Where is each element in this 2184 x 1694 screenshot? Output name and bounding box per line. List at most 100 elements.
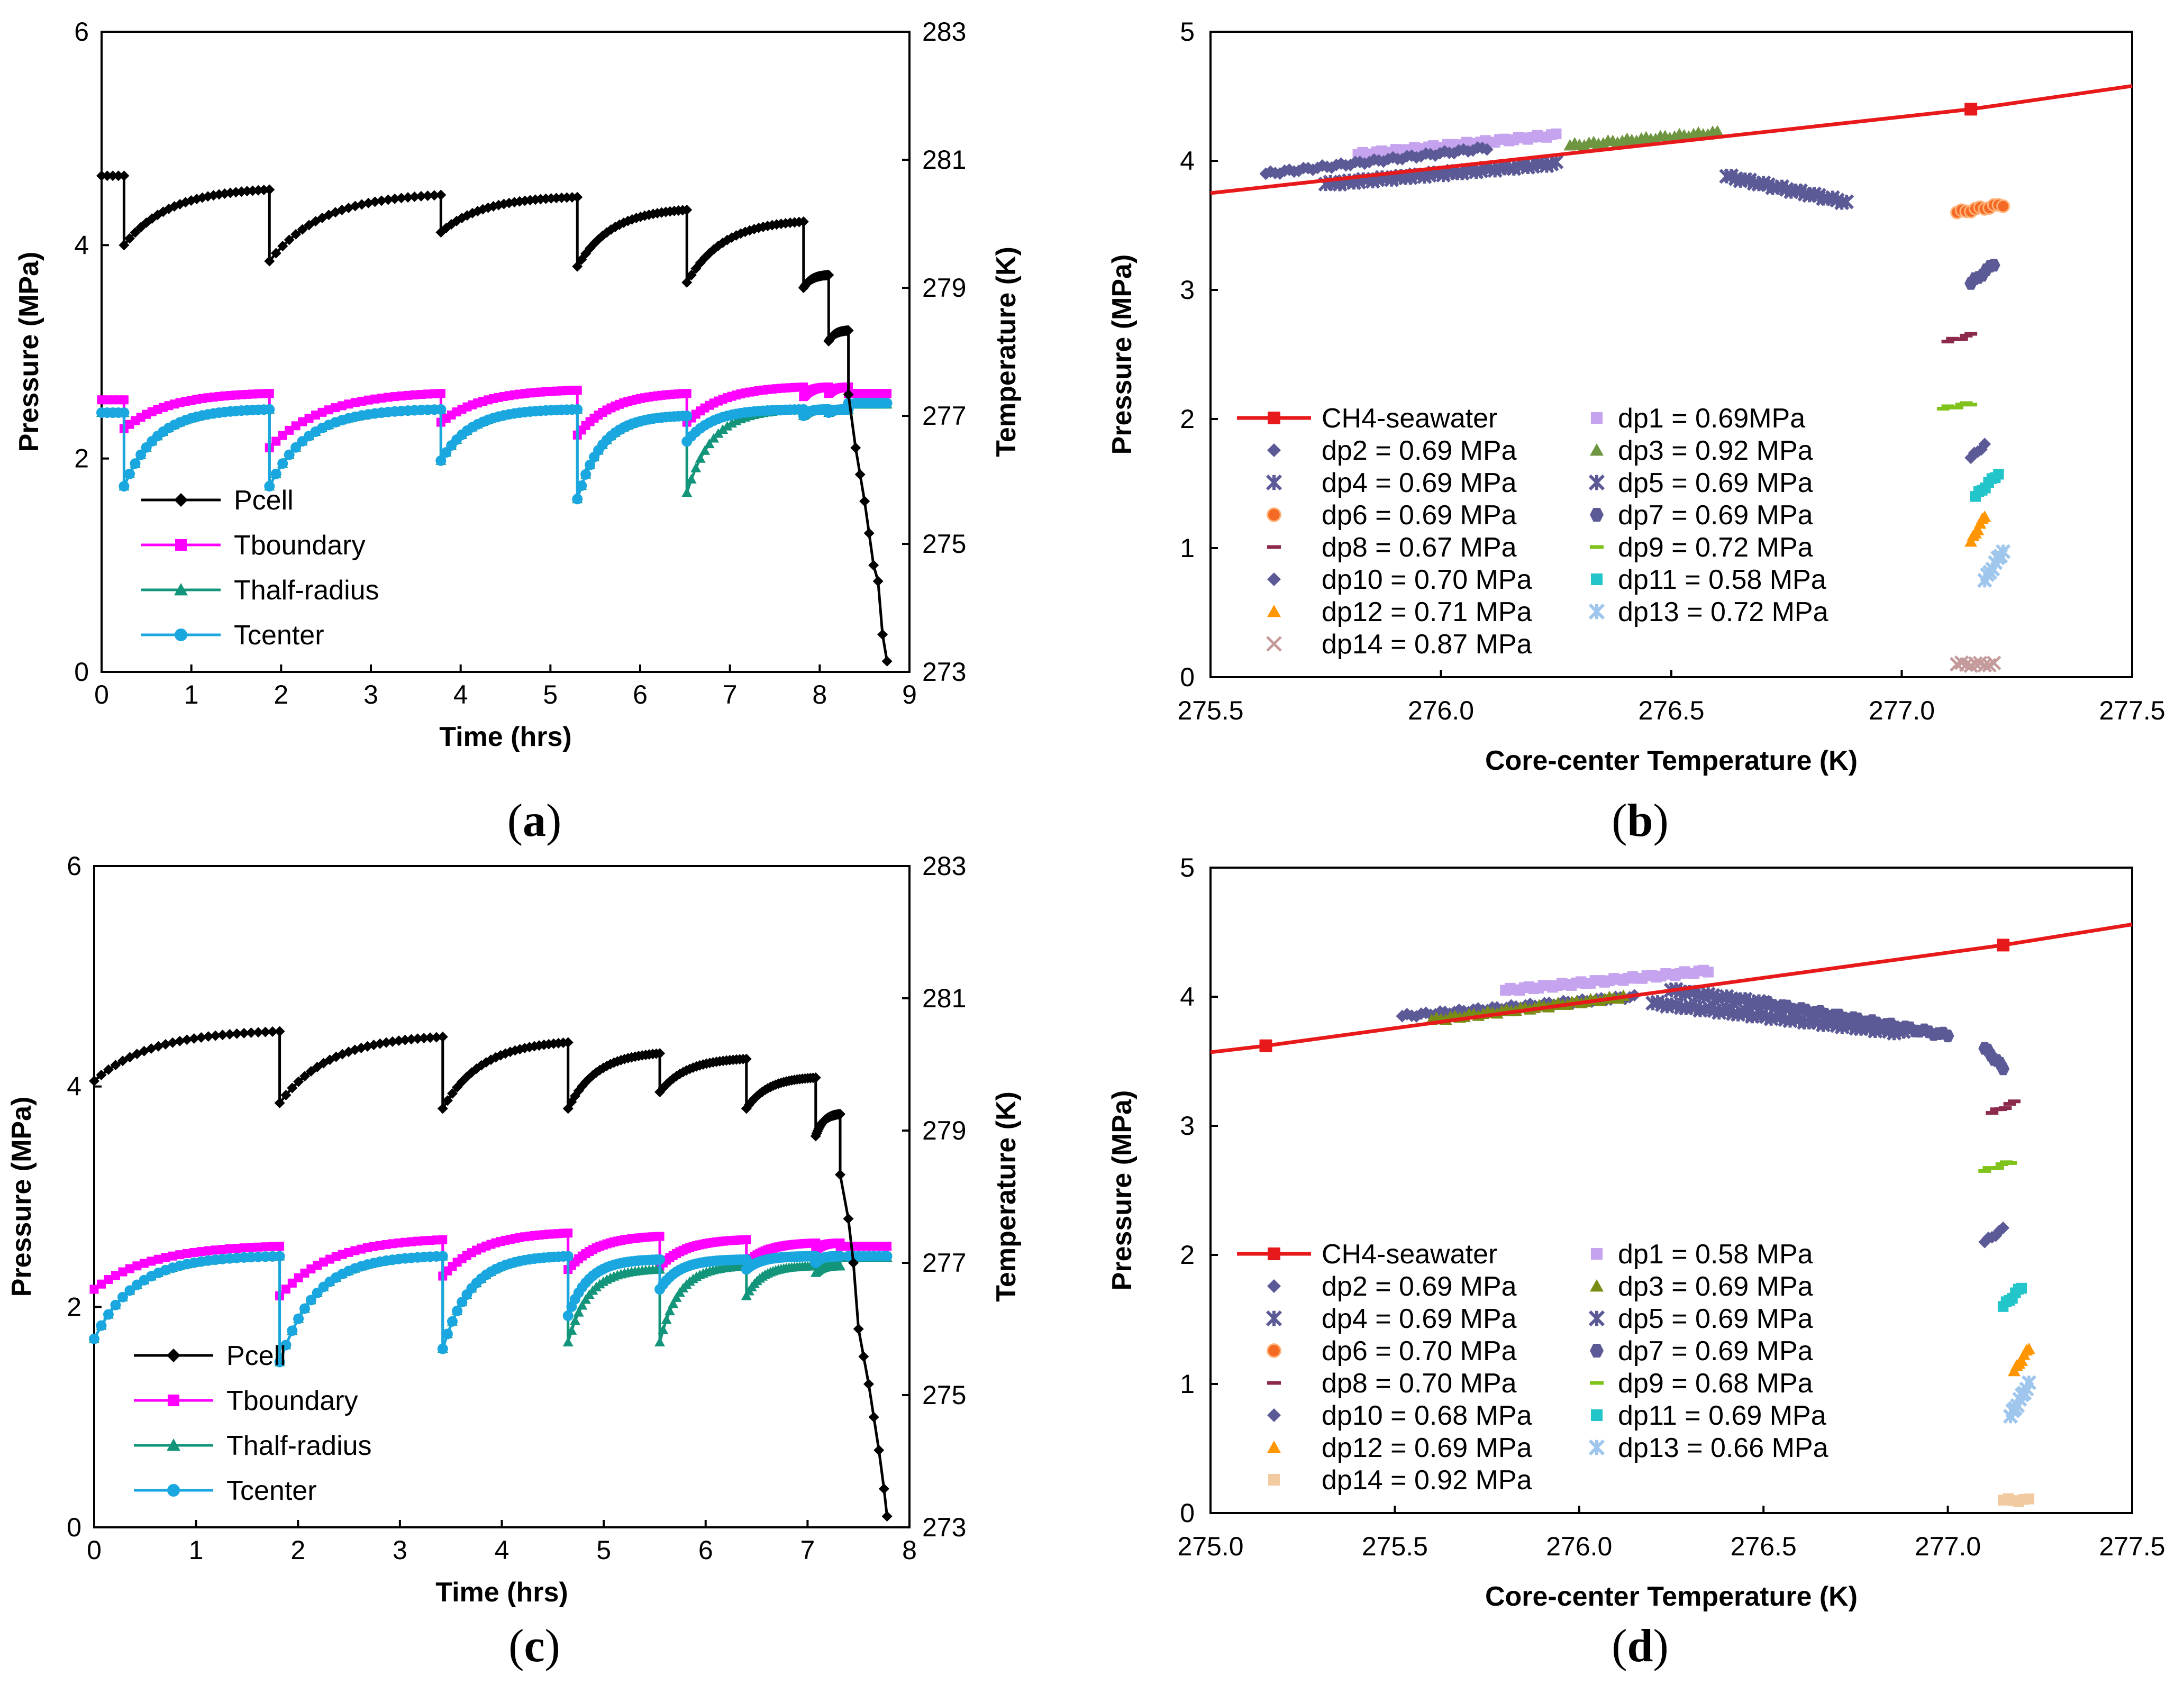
point-pcell	[843, 1213, 854, 1224]
point-thalf-radius	[654, 1337, 666, 1346]
point-pcell	[835, 1169, 846, 1180]
x-tick-label: 9	[902, 680, 917, 709]
point-tcenter	[89, 1333, 99, 1344]
series-dp7	[1964, 259, 2000, 290]
point-pcell	[119, 170, 130, 181]
point-tboundary	[182, 1249, 192, 1258]
point-pcell	[290, 229, 302, 240]
x-tick-label: 8	[812, 680, 827, 709]
point-tcenter	[299, 1303, 310, 1314]
point-tcenter	[119, 407, 130, 418]
point-pcell	[868, 560, 879, 571]
point-pcell	[270, 248, 281, 259]
point-tboundary	[196, 1247, 206, 1256]
series-pcell	[96, 170, 893, 667]
legend-label: dp2 = 0.69 MPa	[1322, 435, 1517, 466]
legend-marker	[1267, 1343, 1281, 1358]
point-thalf-radius	[661, 1314, 672, 1324]
y2-axis-title: Temperature (K)	[991, 247, 1022, 457]
point-tboundary	[147, 1256, 156, 1266]
point-dp11	[1993, 469, 2004, 480]
point-pcell	[654, 1048, 666, 1059]
legend-label: Thalf-radius	[234, 575, 379, 606]
legend-marker	[1588, 603, 1605, 620]
point-tboundary	[96, 1279, 106, 1289]
legend-marker	[1266, 1310, 1282, 1327]
point-pcell	[369, 196, 380, 207]
point-tcenter	[124, 1285, 135, 1296]
point-pcell	[167, 1037, 178, 1048]
point-pcell	[877, 629, 888, 640]
legend-label: dp7 = 0.69 MPa	[1618, 1336, 1813, 1367]
legend-label: dp3 = 0.69 MPa	[1618, 1271, 1813, 1302]
legend-marker	[1590, 1381, 1604, 1385]
point-pcell	[124, 233, 135, 244]
y-tick-label: 1	[1180, 533, 1195, 563]
panel-d: 275.0 275.5 276.0 276.5 277.0 277.5 0 1 2 3 4 5 Core…	[1107, 853, 2165, 1612]
point-dp8	[1941, 340, 1954, 344]
point-pcell	[843, 325, 854, 336]
point-tboundary	[436, 389, 445, 398]
point-dp4	[1549, 154, 1564, 170]
point-pcell	[572, 261, 583, 272]
y-tick-label: 4	[1180, 146, 1195, 176]
point-thalf-radius	[668, 1298, 679, 1308]
series-dp14	[1997, 1493, 2035, 1507]
point-pcell	[681, 204, 693, 215]
plot-frame	[101, 31, 911, 673]
point-thalf-radius	[671, 1292, 682, 1302]
legend-marker	[174, 583, 188, 596]
point-pcell	[429, 190, 440, 201]
point-pcell	[280, 1089, 292, 1100]
plot-frame	[93, 865, 911, 1528]
point-tboundary	[275, 1242, 285, 1251]
point-dp7	[1987, 259, 2000, 272]
legend-marker	[1267, 1408, 1281, 1422]
point-pcell	[305, 1066, 316, 1077]
panel-a: 0 1 2 3 4 5 6 7 8 9 0 2 4 6 273 275 277 279 281 283 Time (hr…	[14, 17, 1022, 752]
y-axis-title: Pressure (MPa)	[6, 1097, 37, 1297]
legend-label: Tcenter	[234, 620, 324, 651]
point-pcell	[741, 1053, 752, 1064]
point-dp8	[2008, 1099, 2021, 1104]
x-tick-label: 276.5	[1638, 696, 1704, 725]
point-pcell	[110, 1060, 121, 1071]
equilibrium-point	[1964, 103, 1978, 116]
point-tcenter	[274, 1356, 285, 1368]
point-pcell	[412, 1033, 423, 1044]
series-dp13	[1977, 544, 2011, 588]
point-tboundary	[153, 1254, 163, 1264]
y-axis-title: Pressure (MPa)	[14, 252, 44, 452]
point-thalf-radius	[695, 453, 706, 463]
point-pcell	[681, 277, 693, 288]
legend-label: dp13 = 0.72 MPa	[1618, 597, 1828, 627]
series-dp7	[1757, 996, 2010, 1076]
legend-marker	[1590, 412, 1603, 424]
point-tcenter	[119, 481, 130, 492]
point-pcell	[873, 1445, 885, 1456]
legend-marker	[167, 1349, 180, 1362]
point-dp12	[1964, 535, 1978, 547]
point-pcell	[406, 1034, 417, 1045]
x-tick-label: 6	[698, 1535, 713, 1565]
series-dp10	[1978, 1221, 2010, 1249]
y-tick-label: 4	[74, 230, 89, 260]
point-pcell	[577, 1081, 588, 1092]
point-dp8	[1964, 332, 1978, 336]
x-tick-label: 276.0	[1546, 1532, 1612, 1561]
x-axis-title: Core-center Temperature (K)	[1485, 1581, 1858, 1612]
point-tcenter	[452, 1305, 463, 1316]
point-tboundary	[139, 1259, 149, 1268]
legend-label: dp8 = 0.70 MPa	[1322, 1368, 1517, 1399]
point-pcell	[425, 1032, 436, 1043]
point-pcell	[396, 193, 407, 204]
point-tboundary	[563, 1228, 573, 1238]
y-tick-label: 0	[67, 1513, 81, 1542]
x-tick-label: 277.0	[1869, 696, 1935, 725]
point-pcell	[277, 241, 288, 252]
y2-tick-label: 281	[922, 145, 966, 175]
legend-label: dp10 = 0.70 MPa	[1322, 564, 1532, 595]
point-tcenter	[284, 449, 295, 460]
legend-marker	[1590, 1247, 1603, 1260]
